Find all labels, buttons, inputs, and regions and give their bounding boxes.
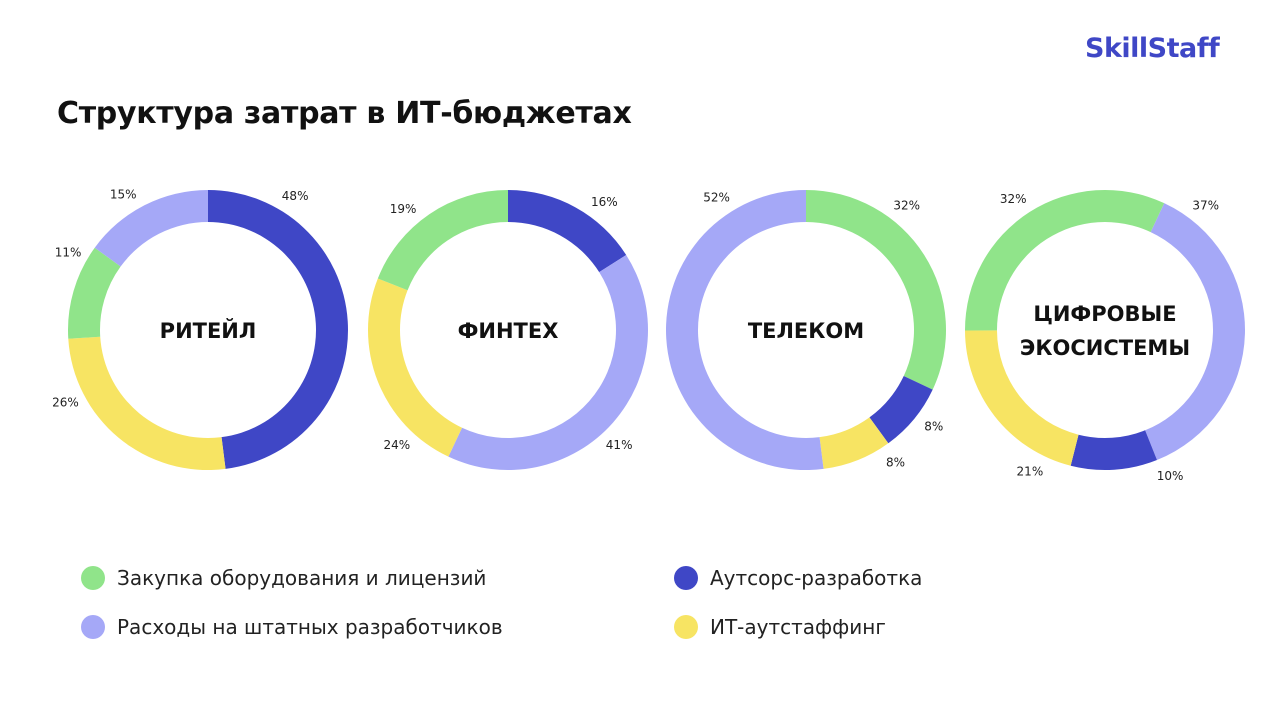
data-label: 37%	[1192, 199, 1219, 213]
legend-label: Закупка оборудования и лицензий	[117, 566, 487, 590]
donut-charts: 48% 26% 11% 15% РИТЕЙЛ 16% 41% 24% 19% ФИНТЕХ 32% 8…	[52, 187, 1245, 483]
chart-title: ФИНТЕХ	[458, 319, 559, 343]
legend-dot-hardware	[81, 566, 105, 590]
legend-item-staff: Расходы на штатных разработчиков	[81, 615, 503, 639]
slice-outsource	[869, 375, 933, 444]
slice-outstaff	[368, 278, 463, 457]
slice-outstaff	[68, 336, 226, 470]
legend-label: Расходы на штатных разработчиков	[117, 615, 503, 639]
data-label: 15%	[110, 187, 137, 201]
data-label: 8%	[886, 456, 905, 470]
slice-staff	[448, 254, 648, 470]
slice-hardware	[68, 247, 121, 339]
data-label: 41%	[606, 438, 633, 452]
legend-dot-outsource	[674, 566, 698, 590]
legend-label: Аутсорс-разработка	[710, 566, 923, 590]
chart-title: РИТЕЙЛ	[160, 318, 257, 343]
data-label: 26%	[52, 396, 79, 410]
slice-outstaff	[819, 417, 889, 469]
donut-2: 16% 41% 24% 19% ФИНТЕХ	[368, 190, 648, 470]
legend-dot-staff	[81, 615, 105, 639]
data-label: 48%	[282, 189, 309, 203]
legend-label: ИТ-аутстаффинг	[710, 615, 886, 639]
legend-item-outsource: Аутсорс-разработка	[674, 566, 922, 590]
donut-1: 48% 26% 11% 15% РИТЕЙЛ	[52, 187, 349, 470]
legend-item-hardware: Закупка оборудования и лицензий	[81, 566, 486, 590]
slice-staff	[1145, 203, 1245, 460]
chart-title: ЦИФРОВЫЕ	[1033, 302, 1176, 326]
legend-dot-outstaff	[674, 615, 698, 639]
data-label: 24%	[384, 438, 411, 452]
slice-hardware	[377, 190, 508, 291]
data-label: 21%	[1017, 464, 1044, 478]
slice-outsource	[1070, 430, 1157, 470]
data-label: 10%	[1157, 469, 1184, 483]
slice-staff	[665, 190, 824, 470]
data-label: 11%	[55, 245, 82, 259]
data-label: 32%	[893, 199, 920, 213]
legend-item-outstaff: ИТ-аутстаффинг	[674, 615, 886, 639]
slice-hardware	[806, 190, 946, 390]
chart-title: ЭКОСИСТЕМЫ	[1020, 336, 1190, 360]
chart-title: ТЕЛЕКОМ	[748, 319, 864, 343]
data-label: 32%	[1000, 192, 1027, 206]
donut-4: 37% 10% 21% 32% ЦИФРОВЫЕ ЭКОСИСТЕМЫ	[965, 189, 1245, 483]
page-title: Структура затрат в ИТ-бюджетах	[57, 96, 632, 131]
slice-outsource	[208, 190, 349, 469]
slice-staff	[94, 190, 208, 267]
skillstaff-logo: SkillStaff	[1085, 33, 1220, 64]
donut-3: 32% 8% 8% 52% ТЕЛЕКОМ	[665, 190, 946, 470]
data-label: 8%	[924, 419, 943, 433]
data-label: 52%	[703, 190, 730, 204]
slice-hardware	[965, 189, 1165, 331]
data-label: 19%	[390, 202, 417, 216]
slice-outstaff	[965, 330, 1079, 466]
slice-outsource	[508, 190, 627, 273]
data-label: 16%	[591, 195, 618, 209]
